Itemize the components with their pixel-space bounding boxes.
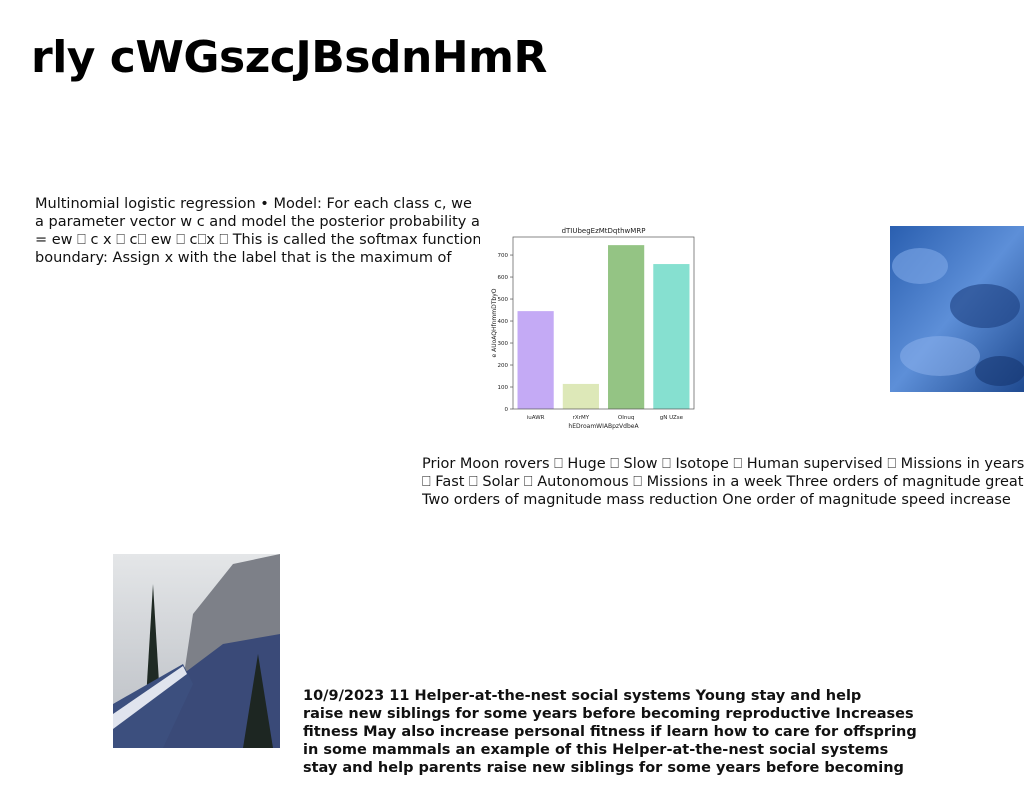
mountain-photo [113, 554, 280, 748]
paragraph: Multinomial logistic regression • Model:… [35, 195, 480, 267]
x-tick-label: OInuq [618, 415, 634, 421]
text-line: Two orders of magnitude mass reduction O… [422, 492, 1011, 508]
text-line: boundary: Assign x with the label that i… [35, 250, 452, 266]
text-line: 10/9/2023 11 Helper-at-the-nest social s… [303, 688, 862, 704]
y-tick-label: 300 [498, 341, 509, 347]
x-axis-label: hEDroamWIABpzVdbeA [568, 423, 639, 430]
chart-title: dTIUbegEzMtDqthwMRP [562, 227, 646, 235]
text-line: ⎕ Fast ⎕ Solar ⎕ Autonomous ⎕ Missions i… [422, 474, 1024, 490]
slide-title: rly cWGszcJBsdnHmR [31, 32, 547, 83]
text-line: a parameter vector w c and model the pos… [35, 214, 480, 230]
x-tick-label: gN UZse [660, 415, 684, 421]
y-tick-label: 0 [505, 407, 509, 413]
bar [608, 245, 645, 409]
bar [562, 383, 599, 409]
y-tick-label: 500 [498, 297, 509, 303]
x-tick-label: rXrMY [573, 415, 590, 421]
text-line: fitness May also increase personal fitne… [303, 724, 917, 740]
text-line: in some mammals an example of this Helpe… [303, 742, 889, 758]
paragraph: Prior Moon rovers ⎕ Huge ⎕ Slow ⎕ Isotop… [422, 455, 1024, 509]
text-line: = ew ⎕ c x ⎕ c⎕ ew ⎕ c⎕x ⎕ This is calle… [35, 232, 480, 248]
y-tick-label: 400 [498, 319, 509, 325]
bar [653, 264, 690, 409]
y-tick-label: 600 [498, 275, 509, 281]
x-tick-label: iuAWR [527, 415, 545, 421]
text-line: raise new siblings for some years before… [303, 706, 914, 722]
y-tick-label: 700 [498, 253, 509, 259]
y-tick-label: 200 [498, 363, 509, 369]
y-axis-label: e AUoAQHfnmmDTbyO [491, 288, 498, 357]
bar-chart: dTIUbegEzMtDqthwMRP hEDroamWIABpzVdbeA e A… [491, 227, 695, 430]
leaves-photo [890, 226, 1024, 392]
plot-frame [512, 236, 695, 410]
text-line: Prior Moon rovers ⎕ Huge ⎕ Slow ⎕ Isotop… [422, 456, 1024, 472]
bar [517, 311, 554, 409]
text-line: stay and help parents raise new siblings… [303, 760, 904, 776]
text-line: Multinomial logistic regression • Model:… [35, 196, 472, 212]
paragraph: 10/9/2023 11 Helper-at-the-nest social s… [303, 687, 943, 777]
y-tick-label: 100 [498, 385, 509, 391]
